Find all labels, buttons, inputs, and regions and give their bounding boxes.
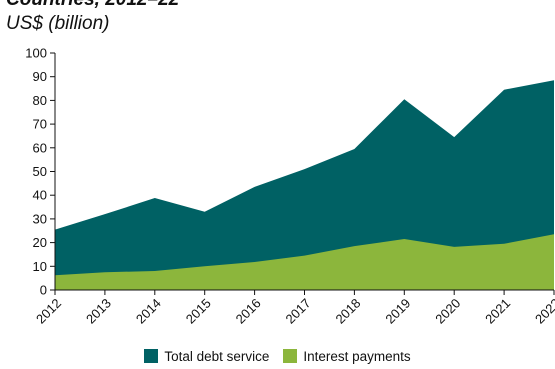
y-tick-label-80: 80	[33, 93, 47, 108]
x-tick-label-2019: 2019	[382, 296, 413, 327]
legend-label-total-debt-service: Total debt service	[164, 348, 270, 364]
y-tick-label-30: 30	[33, 211, 47, 226]
x-tick-label-2021: 2021	[482, 296, 513, 327]
x-tick-label-2020: 2020	[432, 296, 463, 327]
area-interest-payments	[55, 234, 554, 290]
area-chart: 0 10 20 30 40 50 60 70 80 90 100 2012 2013 2014 2015 20…	[25, 46, 555, 327]
legend-item-interest-payments: Interest payments	[283, 348, 411, 364]
x-tick-label-2017: 2017	[283, 296, 314, 327]
y-tick-label-90: 90	[33, 69, 47, 84]
y-tick-label-60: 60	[33, 140, 47, 155]
x-tick-label-2015: 2015	[183, 296, 214, 327]
chart-legend: Total debt service Interest payments	[0, 346, 555, 366]
chart-subtitle: US$ (billion)	[6, 13, 110, 34]
legend-label-interest-payments: Interest payments	[303, 348, 411, 364]
legend-item-total-debt-service: Total debt service	[144, 349, 269, 364]
x-tick-label-2018: 2018	[332, 296, 363, 327]
y-tick-label-40: 40	[33, 188, 47, 203]
area-total-debt-service	[55, 80, 554, 290]
y-tick-label-70: 70	[33, 117, 47, 132]
y-tick-label-0: 0	[40, 283, 47, 298]
legend-swatch-interest-payments	[283, 349, 298, 363]
x-tick-label-2012: 2012	[33, 296, 64, 327]
x-tick-label-2013: 2013	[83, 296, 114, 327]
y-tick-label-100: 100	[25, 46, 47, 61]
chart-title: Countries, 2012–22	[6, 0, 179, 11]
y-tick-label-10: 10	[33, 259, 47, 274]
x-tick-label-2014: 2014	[133, 296, 164, 327]
x-tick-label-2016: 2016	[233, 296, 264, 327]
y-tick-label-50: 50	[33, 164, 47, 179]
legend-swatch-total-debt-service	[144, 349, 159, 363]
x-tick-label-2022: 2022	[532, 296, 555, 327]
y-tick-label-20: 20	[33, 235, 47, 250]
